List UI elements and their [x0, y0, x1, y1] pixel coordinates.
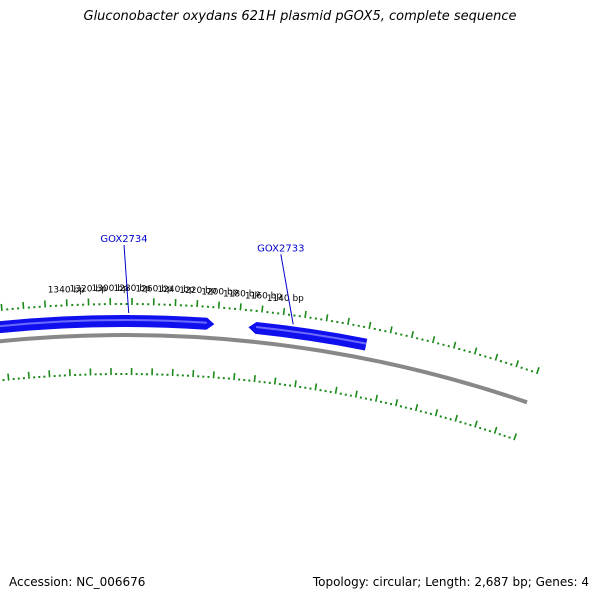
map-title: Gluconobacter oxydans 621H plasmid pGOX5…: [83, 9, 517, 24]
tick-label: 1240 bp: [157, 285, 194, 295]
inner-tick: [478, 426, 482, 430]
outer-tick: [458, 347, 461, 351]
inner-tick-ring: [2, 368, 518, 441]
inner-tick: [424, 411, 428, 414]
outer-tick: [261, 305, 264, 313]
outer-tick: [368, 321, 372, 330]
inner-tick: [513, 433, 518, 441]
outer-tick: [22, 301, 25, 310]
accession-label: Accession: NC_006676: [9, 575, 146, 589]
gene-track: [0, 315, 368, 351]
inner-tick: [449, 418, 452, 421]
inner-tick: [483, 428, 487, 431]
inner-tick: [464, 422, 467, 425]
outer-tick: [494, 353, 499, 361]
inner-tick: [503, 434, 506, 438]
tick-label: 1340 bp: [48, 285, 85, 295]
outer-tick: [282, 308, 286, 316]
inner-tick: [253, 375, 256, 383]
outer-tick: [437, 342, 440, 345]
inner-tick: [498, 433, 501, 436]
tick-label: 1180 bp: [223, 289, 260, 299]
tick-label: 1220 bp: [179, 286, 216, 296]
outer-tick: [515, 360, 520, 368]
gene-label-group: GOX2733 GOX2734: [100, 234, 304, 325]
inner-tick: [374, 394, 379, 402]
outer-tick: [325, 314, 329, 322]
gene-leader-line: [123, 244, 130, 314]
sequence-summary: Topology: circular; Length: 2,687 bp; Ge…: [312, 575, 589, 589]
gene-leader-line: [280, 254, 294, 325]
outer-tick: [389, 326, 393, 334]
outer-tick: [499, 359, 503, 363]
inner-tick: [444, 416, 447, 420]
outer-tick: [468, 350, 471, 354]
outer-tick: [463, 349, 466, 352]
outer-tick: [478, 353, 482, 357]
inner-tick: [7, 373, 10, 381]
inner-tick: [493, 426, 498, 434]
outer-tick: [510, 363, 513, 366]
inner-tick: [212, 371, 215, 379]
outer-tick-ring: [0, 298, 540, 375]
inner-tick: [469, 423, 472, 427]
gene-highlight: [255, 325, 367, 345]
inner-tick: [354, 390, 358, 398]
inner-tick: [429, 412, 433, 416]
outer-tick: [442, 343, 445, 347]
outer-tick: [530, 369, 534, 373]
outer-tick: [447, 344, 450, 348]
tick-label: 1280 bp: [113, 284, 150, 294]
gene-label: GOX2733: [257, 243, 304, 254]
outer-tick: [304, 310, 307, 319]
outer-tick: [473, 347, 478, 355]
tick-label: 1200 bp: [201, 288, 238, 298]
tick-label: 1140 bp: [267, 294, 304, 304]
inner-tick: [414, 404, 419, 412]
outer-tick: [489, 356, 492, 360]
inner-tick: [273, 377, 277, 385]
outer-tick: [535, 367, 540, 375]
outer-tick: [239, 303, 242, 311]
outer-tick: [525, 368, 529, 371]
inner-tick: [233, 373, 236, 381]
inner-tick: [434, 409, 439, 417]
inner-tick: [334, 386, 338, 394]
outer-tick: [0, 303, 3, 311]
gene-highlight: [0, 318, 207, 328]
inner-tick: [454, 414, 459, 422]
tick-label: 1320 bp: [70, 285, 107, 295]
inner-tick: [395, 399, 399, 407]
outer-tick: [520, 366, 523, 370]
inner-tick: [488, 429, 492, 433]
outer-tick: [504, 361, 508, 365]
inner-tick: [459, 420, 462, 424]
inner-tick: [314, 383, 318, 391]
inner-tick: [474, 420, 478, 428]
outer-tick: [410, 330, 414, 339]
outer-tick: [347, 317, 350, 326]
outer-tick: [452, 341, 457, 349]
outer-tick: [431, 336, 436, 344]
outer-tick: [484, 355, 487, 358]
inner-tick: [439, 415, 443, 418]
plasmid-backbone: [0, 332, 528, 405]
outer-tick: [217, 301, 221, 309]
inner-tick: [294, 380, 297, 388]
inner-tick: [27, 371, 30, 379]
tick-label: 1160 bp: [245, 292, 282, 302]
gene-arrow-gox2733: [248, 321, 368, 351]
tick-label: 1260 bp: [135, 284, 172, 294]
inner-tick: [508, 436, 511, 439]
tick-label: 1300 bp: [91, 284, 128, 294]
gene-label: GOX2734: [100, 234, 147, 245]
